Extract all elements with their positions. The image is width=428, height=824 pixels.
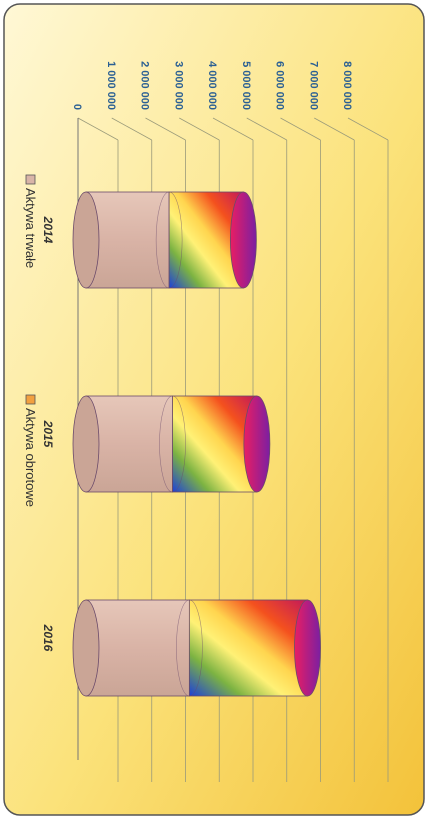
legend-swatch bbox=[25, 394, 36, 405]
y-tick-label: 0 bbox=[71, 104, 83, 110]
y-tick-label: 5 000 000 bbox=[240, 61, 252, 110]
x-tick-label: 2015 bbox=[41, 420, 55, 448]
gridline-depth bbox=[77, 117, 119, 141]
gridline-depth bbox=[314, 117, 355, 141]
bar-aktywa-obrotowe bbox=[188, 599, 308, 697]
x-tick-label: 2016 bbox=[41, 624, 55, 652]
cylinder-base bbox=[72, 395, 100, 493]
gridline-depth bbox=[111, 117, 152, 141]
cylinder-base bbox=[72, 599, 100, 697]
y-tick-label: 7 000 000 bbox=[307, 61, 319, 110]
gridline-depth bbox=[246, 117, 287, 141]
gridline-depth bbox=[212, 117, 254, 141]
y-tick-labels: 0 1 000 000 2 000 000 3 000 000 4 000 000 5 0… bbox=[71, 61, 353, 110]
y-tick-label: 4 000 000 bbox=[206, 61, 218, 110]
y-tick-label: 1 000 000 bbox=[105, 61, 117, 110]
bar-aktywa-trwale bbox=[85, 599, 190, 697]
legend-label: Aktywa obrotowe bbox=[23, 408, 38, 507]
gridline-depth bbox=[145, 117, 186, 141]
legend-swatch bbox=[25, 174, 36, 185]
x-tick-labels: 2014 2015 2016 bbox=[41, 216, 55, 652]
cylinder-base bbox=[72, 191, 100, 289]
y-tick-label: 6 000 000 bbox=[274, 61, 286, 110]
cylinder-top bbox=[243, 395, 271, 493]
gridline-depth bbox=[280, 117, 321, 141]
legend: Aktywa trwałe Aktywa obrotowe bbox=[23, 174, 38, 507]
y-tick-label: 3 000 000 bbox=[172, 61, 184, 110]
gridline-depth bbox=[347, 117, 389, 141]
gridline-depth bbox=[179, 117, 220, 141]
segment-divider bbox=[159, 395, 186, 493]
segment-divider bbox=[176, 599, 203, 697]
y-tick-label: 2 000 000 bbox=[139, 61, 151, 110]
rotated-plot: 0 1 000 000 2 000 000 3 000 000 4 000 000 5 0… bbox=[23, 61, 389, 782]
cylinder-top bbox=[229, 191, 257, 289]
y-tick-label: 8 000 000 bbox=[341, 61, 353, 110]
legend-label: Aktywa trwałe bbox=[23, 188, 38, 268]
cylinder-top bbox=[294, 599, 321, 697]
x-tick-label: 2014 bbox=[41, 216, 55, 244]
cylinders bbox=[72, 191, 321, 697]
segment-divider bbox=[155, 191, 183, 289]
